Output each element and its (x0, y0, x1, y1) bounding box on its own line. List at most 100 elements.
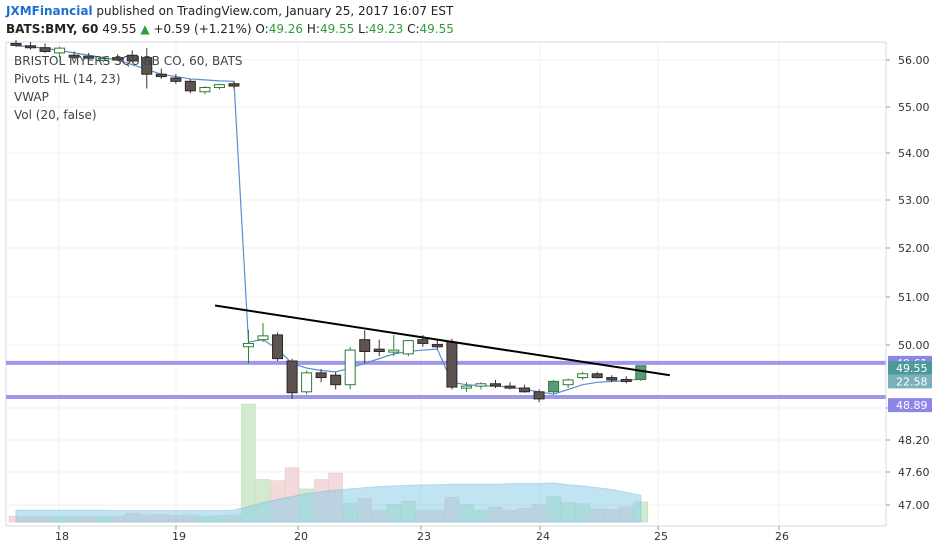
candle-body (388, 349, 400, 353)
price-tick-label: 53.00 (898, 194, 930, 207)
candle-body (330, 374, 342, 386)
candle (373, 339, 385, 357)
candle (286, 358, 298, 399)
candle-body (548, 380, 560, 393)
close-value: 49.55 (419, 22, 454, 36)
candle-body (577, 373, 589, 379)
candle (155, 68, 167, 79)
candle-body (242, 342, 254, 348)
candle (68, 51, 80, 60)
candle (519, 384, 531, 393)
price-badge-label: 49.55 (896, 362, 928, 375)
low-label: L: (358, 22, 369, 36)
candle (112, 54, 124, 61)
candle-body (97, 58, 109, 62)
legend-vol[interactable]: Vol (20, false) (14, 108, 97, 122)
open-label: O: (255, 22, 269, 36)
price-axis-bg (886, 0, 932, 550)
candle (257, 323, 269, 343)
candle-body (315, 372, 327, 379)
candle (344, 346, 356, 390)
price-badge-label: 48.89 (896, 399, 928, 412)
candle-body (620, 378, 632, 382)
candle-body (635, 365, 647, 380)
candle (83, 52, 95, 61)
candle (39, 43, 51, 53)
time-tick-label: 26 (775, 530, 789, 543)
legend-vwap[interactable]: VWAP (14, 90, 49, 104)
candle (489, 379, 501, 389)
candle (126, 50, 138, 63)
candle-body (54, 47, 66, 54)
candles-layer (10, 40, 647, 403)
candle-body (606, 377, 618, 381)
candle (170, 74, 182, 84)
candle-body (10, 42, 22, 46)
candle-body (112, 57, 124, 61)
chart-header: JXMFinancial published on TradingView.co… (0, 0, 932, 40)
close-label: C: (407, 22, 420, 36)
candle-body (39, 47, 51, 52)
candle (330, 371, 342, 390)
candle-body (460, 385, 472, 389)
candle (620, 376, 632, 384)
legend-pivots[interactable]: Pivots HL (14, 23) (14, 72, 121, 86)
published-text: published on TradingView.com, January 25… (96, 4, 454, 18)
high-label: H: (306, 22, 320, 36)
candle-body (155, 73, 167, 78)
up-arrow-icon: ▲ (140, 22, 150, 36)
candle-body (504, 385, 516, 389)
candle (431, 340, 443, 350)
legend-title: BRISTOL MYERS SQUIBB CO, 60, BATS (14, 54, 243, 68)
candle (242, 330, 254, 364)
candle (591, 371, 603, 379)
low-value: 49.23 (368, 22, 404, 36)
chart-grid (5, 41, 887, 527)
candle-body (228, 83, 240, 87)
candle-body (184, 80, 196, 92)
candle-body (272, 334, 284, 360)
price-tick-label: 54.00 (898, 147, 930, 160)
indicator-legend: BRISTOL MYERS SQUIBB CO, 60, BATS Pivots… (14, 52, 243, 124)
candle (272, 332, 284, 361)
price-badge (888, 374, 932, 389)
high-value: 49.55 (319, 22, 355, 36)
ohlc-line: BATS:BMY, 60 49.55 ▲ +0.59 (+1.21%) O: 49… (6, 22, 454, 36)
candle-body (431, 343, 443, 348)
candle (141, 48, 153, 89)
candle-body (417, 339, 429, 344)
candle-body (359, 339, 371, 353)
price-tick-label: 47.00 (898, 499, 930, 512)
candle-body (25, 45, 37, 49)
volume-ma-area (15, 482, 642, 523)
time-tick-label: 23 (417, 530, 431, 543)
author-link[interactable]: JXMFinancial (6, 4, 93, 18)
price-tick-label: 55.00 (898, 101, 930, 114)
candle-body (213, 84, 225, 88)
candle-body (286, 360, 298, 394)
time-tick-label: 18 (55, 530, 69, 543)
candle (388, 334, 400, 357)
candle (460, 382, 472, 392)
volume-bar (241, 403, 256, 523)
candle (504, 382, 516, 390)
candle (199, 86, 211, 95)
candle (548, 379, 560, 395)
candle-body (533, 391, 545, 400)
candle (184, 78, 196, 94)
price-badge (888, 398, 932, 413)
symbol-label: BATS:BMY, 60 (6, 22, 99, 36)
candle (606, 375, 618, 383)
price-tick-label: 52.00 (898, 242, 930, 255)
candle (25, 41, 37, 50)
trendline-segment (214, 304, 671, 377)
candle (446, 338, 458, 390)
candle (315, 369, 327, 383)
price-change: +0.59 (+1.21%) (153, 22, 252, 36)
candle-body (402, 340, 414, 355)
price-badge-label: 22.58 (896, 375, 928, 388)
price-badge (888, 361, 932, 376)
time-tick-label: 20 (294, 530, 308, 543)
candle (228, 81, 240, 89)
